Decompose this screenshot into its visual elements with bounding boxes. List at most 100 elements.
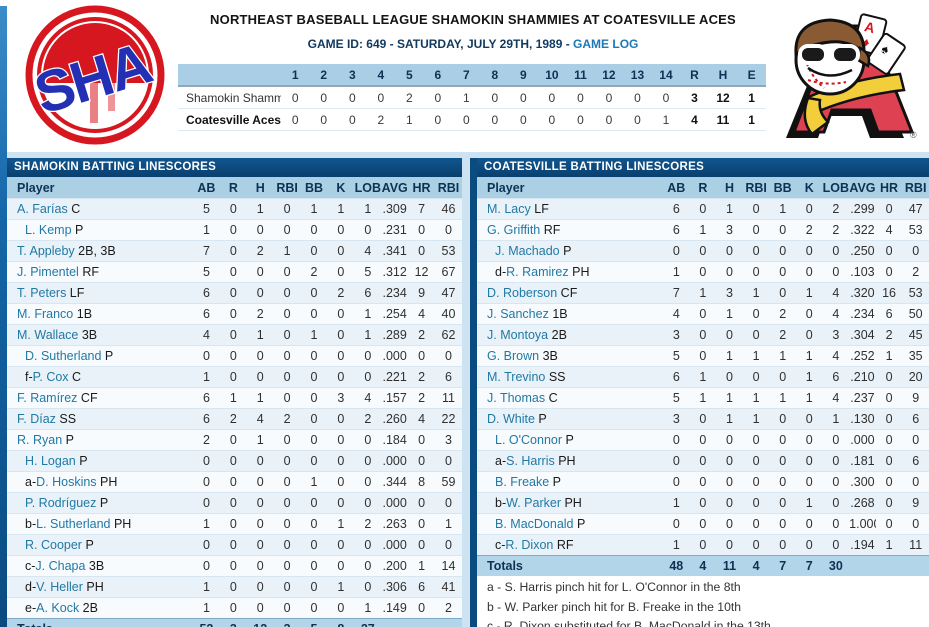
player-link[interactable]: J. Machado	[495, 244, 560, 258]
totals-value: 48	[663, 555, 690, 576]
player-link[interactable]: D. Roberson	[487, 286, 558, 300]
player-position: P	[534, 412, 547, 426]
player-link[interactable]: M. Franco	[17, 307, 74, 321]
player-link[interactable]: F. Ramírez	[17, 391, 78, 405]
stat-value: 0	[742, 471, 770, 493]
player-link[interactable]: J. Sanchez	[487, 307, 549, 321]
player-link[interactable]: G. Griffith	[487, 223, 541, 237]
player-link[interactable]: D. Sutherland	[25, 349, 102, 363]
player-position: PH	[110, 517, 132, 531]
stat-value: 0	[300, 387, 328, 409]
stat-value: .263	[381, 513, 409, 535]
player-position: C	[545, 391, 558, 405]
player-link[interactable]: L. O'Connor	[495, 433, 563, 447]
player-link[interactable]: J. Pimentel	[17, 265, 79, 279]
player-link[interactable]: J. Montoya	[487, 328, 549, 342]
stat-value: 6	[193, 408, 220, 430]
player-link[interactable]: H. Logan	[25, 454, 76, 468]
batter-row: e-A. Kock 2B 1 0 0 0 0 0 1.149 0 2	[7, 597, 462, 619]
stat-value: 0	[689, 240, 717, 262]
stat-value: 0	[742, 513, 770, 535]
stat-value: .260	[381, 408, 409, 430]
stat-value: 0	[354, 534, 382, 556]
batter-row: c-R. Dixon RF 1 0 0 0 0 0 0.194 1 11	[477, 534, 929, 556]
stat-value: 0	[246, 513, 274, 535]
player-link[interactable]: B. MacDonald	[495, 517, 574, 531]
stat-value: 4	[822, 387, 850, 409]
player-link[interactable]: B. Freake	[495, 475, 550, 489]
inning-score: 0	[566, 86, 595, 109]
player-link[interactable]: P. Rodríguez	[25, 496, 97, 510]
stat-value: 0	[300, 219, 328, 241]
stat-value: .344	[381, 471, 409, 493]
stat-value: 0	[716, 324, 743, 346]
player-link[interactable]: R. Ryan	[17, 433, 63, 447]
player-cell: R. Ryan P	[7, 429, 193, 451]
substitution-prefix: b-	[25, 517, 37, 531]
player-cell: b-W. Parker PH	[477, 492, 663, 514]
stat-value: 9	[902, 492, 929, 514]
player-link[interactable]: V. Heller	[36, 580, 83, 594]
stat-value: 53	[902, 219, 929, 241]
player-link[interactable]: F. Díaz	[17, 412, 56, 426]
stat-value: 1	[742, 282, 770, 304]
stat-value: 0	[769, 513, 796, 535]
player-link[interactable]: P. Cox	[32, 370, 69, 384]
player-link[interactable]: S. Harris	[506, 454, 555, 468]
stat-value: 6	[408, 576, 436, 598]
player-link[interactable]: A. Kock	[36, 601, 80, 615]
totals-value: 12	[246, 618, 274, 627]
player-link[interactable]: J. Chapa	[35, 559, 86, 573]
inning-score: 2	[395, 86, 424, 109]
player-link[interactable]: W. Parker	[506, 496, 561, 510]
player-link[interactable]: T. Peters	[17, 286, 67, 300]
player-link[interactable]: J. Thomas	[487, 391, 546, 405]
stats-header-row: Player AB R H RBI BB K LOB AVG HR RBI	[7, 177, 462, 199]
stat-value: 0	[273, 597, 301, 619]
stat-value: 1	[193, 576, 220, 598]
game-id-text: GAME ID: 649 - SATURDAY, JULY 29TH, 1989…	[307, 37, 574, 51]
stat-value: 0	[219, 345, 247, 367]
player-link[interactable]: M. Trevino	[487, 370, 546, 384]
player-link[interactable]: R. Dixon	[505, 538, 554, 552]
column-header: Player	[17, 180, 55, 195]
stat-value: 0	[327, 471, 355, 493]
stat-value: 0	[742, 324, 770, 346]
player-link[interactable]: R. Cooper	[25, 538, 82, 552]
game-log-link[interactable]: GAME LOG	[573, 37, 639, 51]
player-link[interactable]: M. Wallace	[17, 328, 79, 342]
stat-value: 4	[408, 303, 436, 325]
player-link[interactable]: G. Brown	[487, 349, 540, 363]
stat-value: 0	[246, 366, 274, 388]
player-position: P	[562, 433, 574, 447]
coatesville-aces-logo[interactable]: A ♦ ♠	[772, 2, 924, 148]
stat-value: 0	[875, 429, 903, 451]
stat-value: 0	[327, 345, 355, 367]
stat-value: 0	[327, 303, 355, 325]
player-link[interactable]: D. Hoskins	[36, 475, 97, 489]
column-header: R	[680, 64, 709, 87]
player-position: P	[81, 538, 94, 552]
player-link[interactable]: M. Lacy	[487, 202, 531, 216]
player-link[interactable]: D. White	[487, 412, 535, 426]
shamokin-shammies-logo[interactable]: SHA	[20, 3, 170, 147]
stat-value: 0	[219, 555, 247, 577]
stat-value: 1	[246, 324, 274, 346]
player-position: P	[71, 223, 84, 237]
player-link[interactable]: L. Kemp	[25, 223, 72, 237]
player-link[interactable]: R. Ramirez	[506, 265, 569, 279]
player-cell: G. Griffith RF	[477, 219, 663, 241]
player-link[interactable]: A. Farías	[17, 202, 68, 216]
batter-row: b-L. Sutherland PH 1 0 0 0 0 1 2.263 0 1	[7, 513, 462, 535]
linescore-row: Coatesville Aces 0 0 0 2 1 0 0 0 0 0 0 0 0 1 4 11 1	[178, 108, 766, 131]
stat-value: 0	[327, 240, 355, 262]
stat-value: 1.000	[849, 513, 876, 535]
stat-value: 0	[902, 240, 929, 262]
column-header: LOB	[822, 180, 850, 195]
player-link[interactable]: T. Appleby	[17, 244, 75, 258]
stat-value: .304	[849, 324, 876, 346]
stat-value: 0	[795, 240, 823, 262]
player-link[interactable]: L. Sutherland	[36, 517, 111, 531]
